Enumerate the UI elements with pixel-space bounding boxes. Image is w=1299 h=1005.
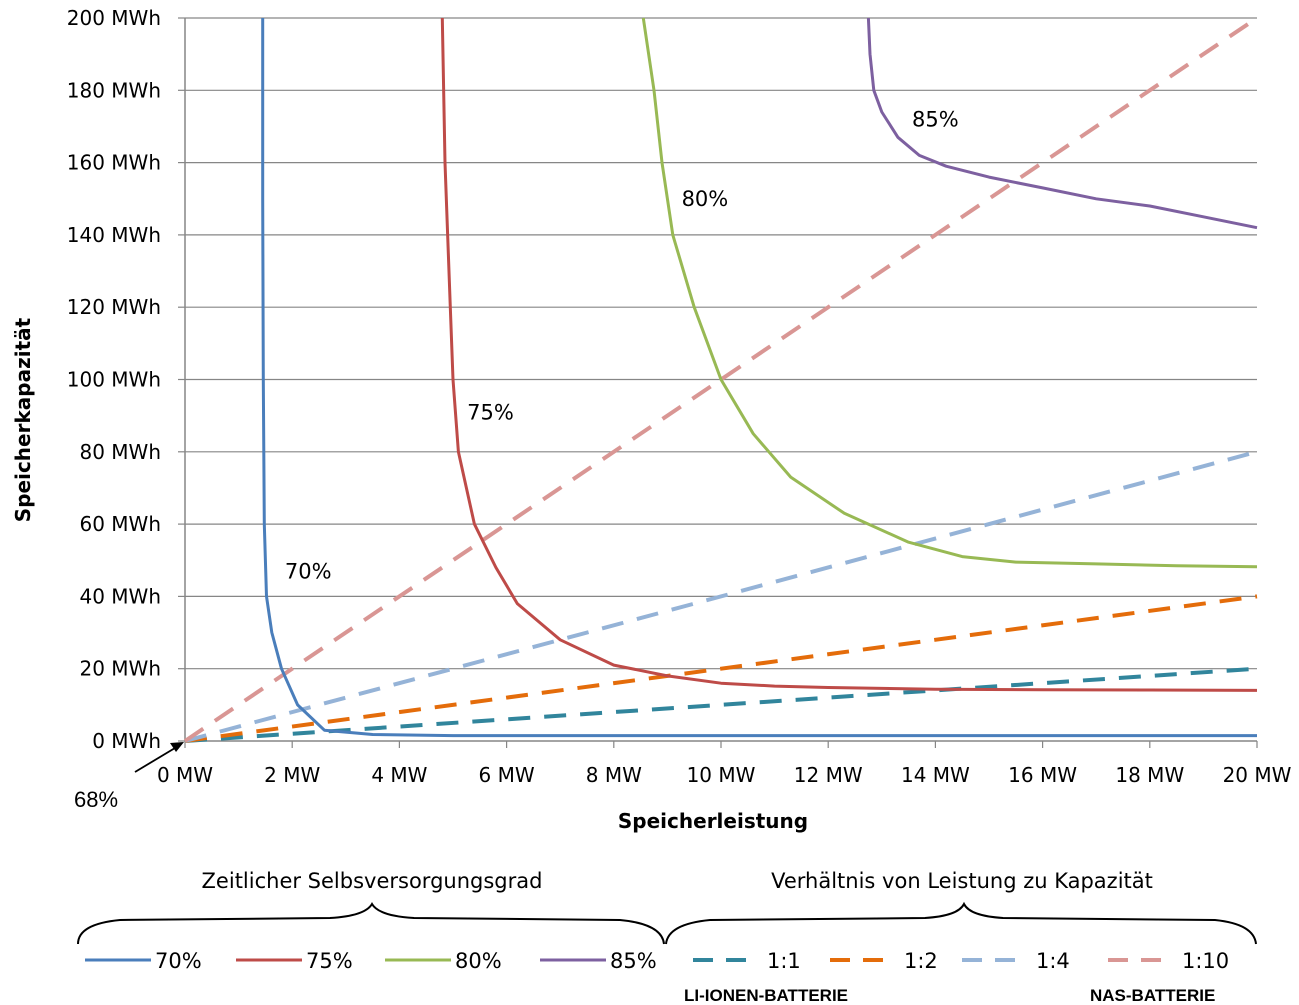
series-line-75 (440, 17, 1258, 692)
legend-label: 80% (455, 949, 502, 973)
x-tick-label: 14 MW (901, 763, 970, 787)
battery-label-nas: NAS-BATTERIE (1090, 986, 1215, 1005)
legend-label: 75% (306, 949, 353, 973)
x-tick-label: 20 MW (1223, 763, 1292, 787)
series-line-85 (866, 17, 1258, 230)
legend-label: 1:2 (904, 949, 938, 973)
curve-label: 80% (682, 187, 729, 211)
series-line-80 (641, 17, 1258, 569)
y-tick-label: 60 MWh (79, 512, 161, 536)
y-axis-title: Speicherkapazität (11, 317, 35, 522)
y-tick-label: 20 MWh (79, 657, 161, 681)
legend-label: 1:4 (1036, 949, 1070, 973)
y-tick-label: 120 MWh (67, 295, 161, 319)
y-tick-label: 0 MWh (92, 729, 161, 753)
grid-lines (178, 17, 1258, 748)
legend-label: 70% (155, 949, 202, 973)
legend: Zeitlicher Selbsversorgungsgrad Verhältn… (77, 869, 1257, 1005)
x-tick-label: 2 MW (264, 763, 320, 787)
battery-label-li-ionen: LI-IONEN-BATTERIE (684, 986, 848, 1005)
series-labels: 70% 75% 80% 85% (285, 107, 959, 583)
y-tick-label: 40 MWh (79, 584, 161, 608)
x-tick-label: 6 MW (479, 763, 535, 787)
series-line-1-2 (184, 594, 1258, 743)
series-line-1-1 (184, 666, 1258, 743)
origin-note: 68% (74, 787, 118, 812)
series-line-1-4 (184, 449, 1258, 743)
series-line-70 (261, 18, 1257, 738)
legend-group-title-verhaeltnis: Verhältnis von Leistung zu Kapazität (771, 869, 1153, 893)
y-tick-label: 200 MWh (67, 6, 161, 30)
y-tick-label: 80 MWh (79, 440, 161, 464)
legend-label: 1:1 (767, 949, 801, 973)
curve-label: 75% (467, 400, 514, 424)
x-tick-labels: 0 MW 2 MW 4 MW 6 MW 8 MW 10 MW 12 MW 14 MW 16 MW… (157, 763, 1292, 787)
x-tick-label: 8 MW (586, 763, 642, 787)
origin-annotation: 68% (74, 742, 184, 812)
origin-arrow-head (170, 742, 184, 752)
x-tick-label: 16 MW (1008, 763, 1077, 787)
curve-label: 85% (912, 107, 959, 131)
legend-group-title-selbstversorgung: Zeitlicher Selbsversorgungsgrad (202, 869, 543, 893)
y-tick-label: 180 MWh (67, 78, 161, 102)
series-lines (183, 16, 1259, 743)
legend-brace-left (77, 902, 665, 945)
y-tick-labels: 0 MWh 20 MWh 40 MWh 60 MWh 80 MWh 100 MWh 120 … (67, 6, 161, 753)
legend-brace-right (665, 901, 1257, 945)
axes (184, 18, 1257, 742)
y-tick-label: 100 MWh (67, 368, 161, 392)
origin-arrow-line (134, 744, 181, 773)
x-tick-label: 10 MW (687, 763, 756, 787)
x-tick-label: 12 MW (794, 763, 863, 787)
x-tick-label: 4 MW (371, 763, 427, 787)
x-tick-label: 0 MW (157, 763, 213, 787)
y-tick-label: 140 MWh (67, 223, 161, 247)
legend-label: 1:10 (1182, 949, 1229, 973)
legend-items: 70% 75% 80% 85% 1:1 1:2 1:4 1:10 (85, 949, 1229, 973)
y-tick-label: 160 MWh (67, 151, 161, 175)
x-tick-label: 18 MW (1115, 763, 1184, 787)
legend-label: 85% (610, 949, 657, 973)
curve-label: 70% (285, 559, 332, 583)
x-axis-title: Speicherleistung (618, 809, 808, 833)
